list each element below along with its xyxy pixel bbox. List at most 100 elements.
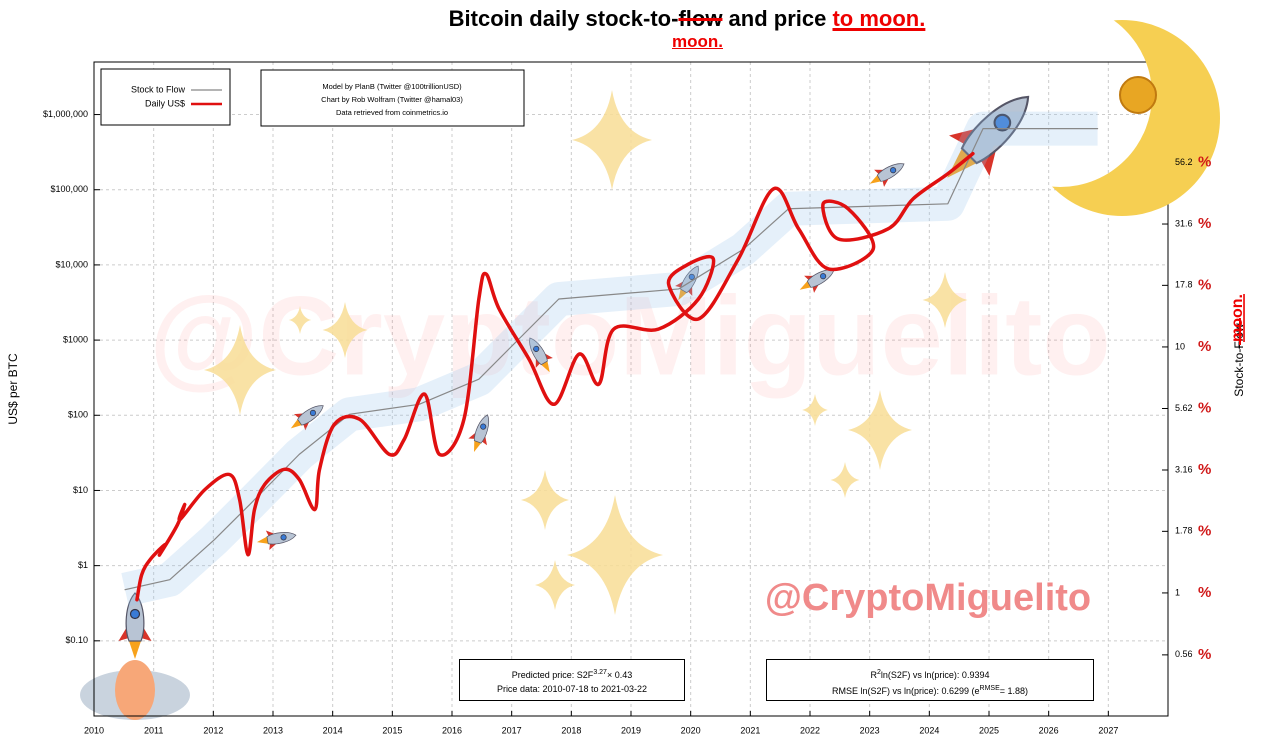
x-tick-label: 2012 (203, 725, 223, 735)
rocket-window (533, 345, 540, 352)
sparkle (802, 394, 828, 426)
title-text: Bitcoin daily stock-to- (448, 6, 679, 31)
rocket-body (529, 337, 548, 366)
x-tick-label: 2023 (860, 725, 880, 735)
fit-box: R2ln(S2F) vs ln(price): 0.9394 RMSE ln(S… (766, 659, 1094, 701)
title-rest: and price (722, 6, 833, 31)
text: ln(S2F) vs ln(price): 0.9394 (880, 670, 990, 680)
rocket-flame (473, 440, 482, 452)
rocket-flame (541, 361, 550, 373)
sparkle (567, 495, 663, 615)
x-tick-label: 2015 (382, 725, 402, 735)
x-tick-label: 2013 (263, 725, 283, 735)
rocket (675, 265, 699, 301)
text: × 0.43 (606, 670, 633, 680)
rocket-fins (804, 275, 820, 293)
text: RMSE ln(S2F) vs ln(price): 0.6299 (e (831, 686, 980, 696)
model-box: Predicted price: S2F3.27× 0.43 Price dat… (459, 659, 685, 701)
rocket-body (297, 405, 324, 426)
chart-title: Bitcoin daily stock-to-flow and price to… (0, 6, 1280, 32)
exhaust (115, 660, 155, 720)
text: R (870, 670, 878, 680)
y2-tick-suffix: % (1198, 215, 1211, 232)
x-tick-label: 2017 (502, 725, 522, 735)
sparkle (848, 390, 912, 470)
y-tick-label: $1 (78, 560, 88, 570)
sparkle (922, 272, 968, 328)
y2-tick-label: 56.2 (1175, 157, 1193, 167)
x-tick-label: 2019 (621, 725, 641, 735)
legend-label: Stock to Flow (131, 84, 186, 94)
rocket (468, 414, 490, 452)
y-tick-label: $0.10 (65, 635, 88, 645)
rocket (799, 269, 835, 293)
y-axis-label: US$ per BTC (6, 353, 20, 425)
rocket-flame (129, 641, 141, 659)
rocket-window (820, 273, 827, 280)
title-red: to moon. (832, 6, 926, 31)
x-tick-label: 2014 (323, 725, 343, 735)
sparkle (535, 560, 575, 610)
x-tick-label: 2026 (1039, 725, 1059, 735)
x-tick-label: 2024 (919, 725, 939, 735)
sparkle (521, 470, 569, 530)
credits-box (260, 69, 525, 127)
text: Predicted price: S2F (511, 670, 594, 680)
rocket (256, 530, 297, 550)
rocket-flame (256, 536, 269, 544)
rocket-flame (678, 289, 687, 301)
rocket (529, 337, 553, 373)
rocket-flame (869, 175, 881, 184)
x-tick-label: 2010 (84, 725, 104, 735)
sparkle (830, 462, 860, 498)
credit-line: Chart by Rob Wolfram (Twitter @hamal03) (321, 95, 463, 104)
x-tick-label: 2018 (561, 725, 581, 735)
bitcoin-coin (1119, 76, 1157, 114)
y2-tick-label: 17.8 (1175, 280, 1193, 290)
x-tick-label: 2027 (1098, 725, 1118, 735)
x-tick-label: 2016 (442, 725, 462, 735)
y2-tick-suffix: % (1198, 646, 1211, 663)
rocket-fins (949, 128, 997, 176)
rocket-body (680, 265, 699, 294)
rocket-fins (874, 169, 890, 187)
watermark-small: @CryptoMiguelito (765, 577, 1091, 619)
rocket-window (309, 409, 317, 416)
y2-tick-suffix: % (1198, 276, 1211, 293)
y-tick-label: $100 (68, 410, 88, 420)
rocket-window (688, 273, 695, 280)
y2-tick-label: 0.56 (1175, 649, 1193, 659)
plot-frame (93, 61, 1169, 717)
exponent: RMSE (979, 685, 1000, 692)
moon-crescent (1024, 20, 1220, 216)
moon (1024, 20, 1220, 216)
title-insert: moon. (672, 32, 723, 51)
y2-tick-label: 1.78 (1175, 526, 1193, 536)
y2-tick-label: 3.16 (1175, 464, 1193, 474)
model-line: Predicted price: S2F3.27× 0.43 (460, 666, 684, 682)
y2-label-text: Stock-to- (1232, 349, 1246, 397)
rocket (290, 405, 324, 431)
y2-tick-suffix: % (1198, 522, 1211, 539)
x-tick-label: 2022 (800, 725, 820, 735)
legend-box (100, 68, 231, 126)
rocket-window (480, 423, 487, 430)
y2-tick-suffix: % (1198, 584, 1211, 601)
y2-tick-suffix: % (1198, 399, 1211, 416)
y2-label-insert: moon. (1229, 294, 1246, 342)
rocket-fins (468, 431, 487, 446)
sparkle (572, 90, 652, 190)
sparkle (204, 325, 276, 415)
y2-tick-label: 1 (1175, 587, 1180, 597)
exponent: 3.27 (593, 669, 607, 676)
exponent: 2 (877, 669, 881, 676)
rocket-window (890, 167, 897, 174)
y2-tick-suffix: % (1198, 153, 1211, 170)
rocket-fins (294, 413, 310, 431)
rocket-fins (535, 352, 553, 368)
y2-tick-suffix: % (1198, 338, 1211, 355)
price-data-line: Price data: 2010-07-18 to 2021-03-22 (496, 684, 648, 694)
y-tick-label: $10,000 (55, 259, 88, 269)
rmse-line: RMSE ln(S2F) vs ln(price): 0.6299 (eRMSE… (767, 682, 1093, 698)
y2-tick-label: 5.62 (1175, 403, 1193, 413)
